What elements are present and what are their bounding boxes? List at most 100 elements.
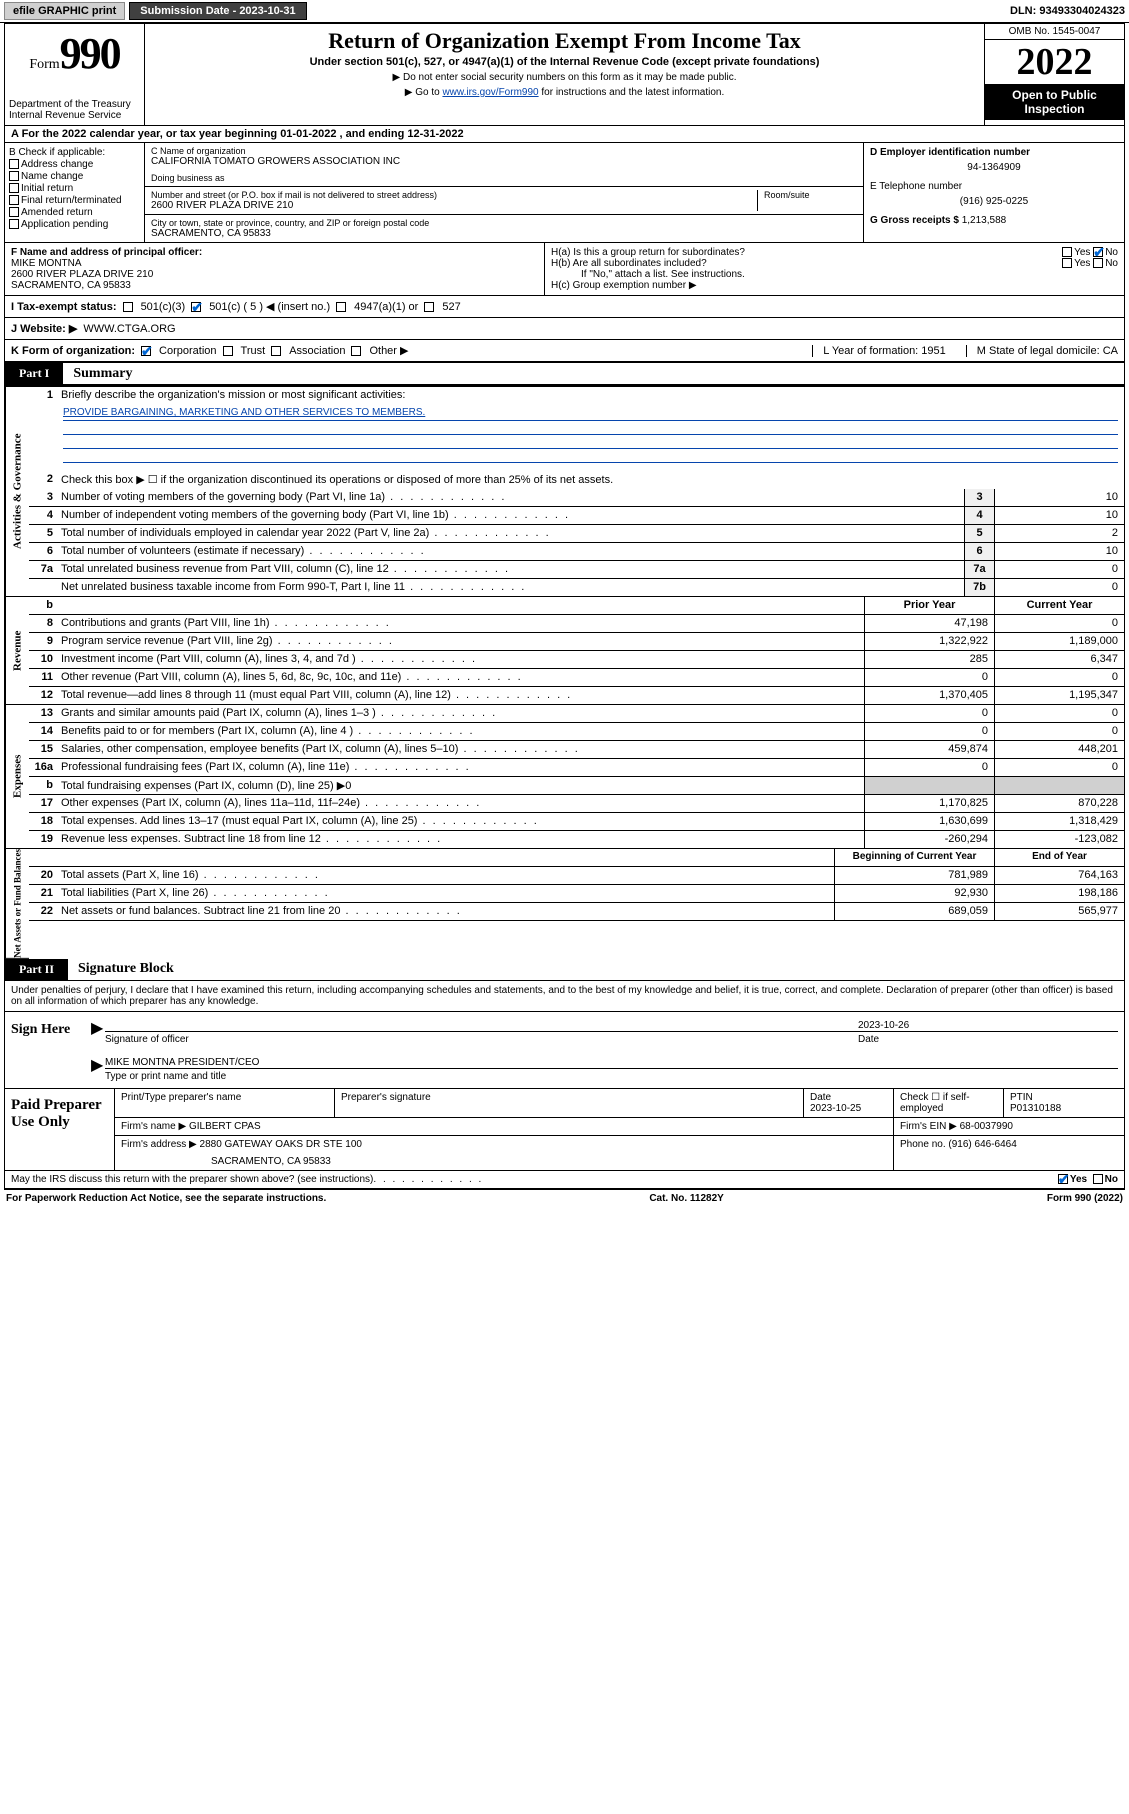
note2-pre: ▶ Go to [405,87,443,98]
line-17: 17 Other expenses (Part IX, column (A), … [29,795,1124,813]
discuss-row: May the IRS discuss this return with the… [5,1171,1124,1189]
efile-print-button[interactable]: efile GRAPHIC print [4,2,125,20]
irs-link[interactable]: www.irs.gov/Form990 [442,87,538,98]
hdr-end: End of Year [994,849,1124,866]
chk-discuss-yes[interactable] [1058,1174,1068,1184]
sign-here-row: Sign Here ▶ 2023-10-26 Signature of offi… [5,1012,1124,1089]
firm-addr1: 2880 GATEWAY OAKS DR STE 100 [200,1139,362,1150]
f-officer: F Name and address of principal officer:… [5,243,545,295]
chk-501c[interactable] [191,302,201,312]
b-label: B Check if applicable: [9,147,140,158]
h-sig: Preparer's signature [335,1089,804,1117]
top-toolbar: efile GRAPHIC print Submission Date - 20… [0,0,1129,23]
chk-trust[interactable] [223,346,233,356]
line-7b: Net unrelated business taxable income fr… [29,579,1124,597]
prep-date: Date2023-10-25 [804,1089,894,1117]
dept-treasury: Department of the Treasury Internal Reve… [9,99,140,121]
line-8: 8 Contributions and grants (Part VIII, l… [29,615,1124,633]
l-year-formation: L Year of formation: 1951 [812,345,946,357]
form-header: Form990 Department of the Treasury Inter… [5,24,1124,126]
caret-icon: ▶ [91,1055,105,1082]
sidelabel-ag: Activities & Governance [5,387,29,597]
line-16b: b Total fundraising expenses (Part IX, c… [29,777,1124,795]
chk-501c3[interactable] [123,302,133,312]
line-16a: 16a Professional fundraising fees (Part … [29,759,1124,777]
phone-val: (916) 925-0225 [870,196,1118,207]
open-to-public: Open to Public Inspection [985,84,1124,120]
form-title: Return of Organization Exempt From Incom… [151,28,978,54]
form-990-container: Form990 Department of the Treasury Inter… [4,23,1125,1190]
line-11: 11 Other revenue (Part VIII, column (A),… [29,669,1124,687]
name-title-label: Type or print name and title [105,1071,1118,1082]
f-name: MIKE MONTNA [11,258,538,269]
col-cde: C Name of organization CALIFORNIA TOMATO… [145,143,1124,242]
block-net-assets: Net Assets or Fund Balances Beginning of… [5,849,1124,959]
net-header-row: Beginning of Current Year End of Year [29,849,1124,867]
hdr-prior: Prior Year [864,597,994,614]
d-ein: D Employer identification number 94-1364… [870,147,1118,173]
rev-header-row: b Prior Year Current Year [29,597,1124,615]
part-ii-title: Signature Block [68,961,174,977]
row-i-tax-status: I Tax-exempt status: 501(c)(3) 501(c) ( … [5,296,1124,318]
h-group: H(a) Is this a group return for subordin… [545,243,1124,295]
gross-val: 1,213,588 [962,215,1007,226]
street-label: Number and street (or P.O. box if mail i… [151,190,757,200]
h-b-note: If "No," attach a list. See instructions… [551,269,1118,280]
line-5: 5 Total number of individuals employed i… [29,525,1124,543]
chk-corporation[interactable] [141,346,151,356]
caret-icon: ▶ [91,1018,105,1045]
form-word: Form [29,57,59,72]
chk-discuss-no[interactable] [1093,1174,1103,1184]
paperwork-notice: For Paperwork Reduction Act Notice, see … [6,1193,326,1204]
sign-here-label: Sign Here [5,1012,85,1088]
chk-527[interactable] [424,302,434,312]
footer-last: For Paperwork Reduction Act Notice, see … [0,1190,1129,1207]
sidelabel-rev: Revenue [5,597,29,705]
chk-name-change[interactable]: Name change [9,171,140,182]
note2-post: for instructions and the latest informat… [539,87,725,98]
line-10: 10 Investment income (Part VIII, column … [29,651,1124,669]
tax-year: 2022 [985,40,1124,84]
ein-val: 94-1364909 [870,162,1118,173]
chk-final-return[interactable]: Final return/terminated [9,195,140,206]
c-name: CALIFORNIA TOMATO GROWERS ASSOCIATION IN… [151,156,857,167]
part-ii-header: Part II Signature Block [5,959,1124,981]
firm-phone: (916) 646-6464 [948,1139,1016,1150]
line-18: 18 Total expenses. Add lines 13–17 (must… [29,813,1124,831]
chk-address-change[interactable]: Address change [9,159,140,170]
hdr-current: Current Year [994,597,1124,614]
chk-4947[interactable] [336,302,346,312]
ptin: PTINP01310188 [1004,1089,1124,1117]
city-row: City or town, state or province, country… [145,215,863,242]
firm-addr2: SACRAMENTO, CA 95833 [121,1156,887,1167]
line-12: 12 Total revenue—add lines 8 through 11 … [29,687,1124,705]
dba-label: Doing business as [151,173,857,183]
h-check: Check ☐ if self-employed [894,1089,1004,1117]
g-gross: G Gross receipts $ 1,213,588 [870,215,1118,226]
form-ref: Form 990 (2022) [1047,1193,1123,1204]
website-val: WWW.CTGA.ORG [83,323,175,335]
prep-line-1: Print/Type preparer's name Preparer's si… [115,1089,1124,1118]
chk-initial-return[interactable]: Initial return [9,183,140,194]
city-val: SACRAMENTO, CA 95833 [151,228,857,239]
omb-number: OMB No. 1545-0047 [985,24,1124,40]
sig-date-val: 2023-10-26 [858,1020,1118,1031]
org-name-row: C Name of organization CALIFORNIA TOMATO… [145,143,863,187]
form-990-num: 990 [60,29,120,78]
row-a-tax-year: A For the 2022 calendar year, or tax yea… [5,126,1124,143]
line-6: 6 Total number of volunteers (estimate i… [29,543,1124,561]
line-9: 9 Program service revenue (Part VIII, li… [29,633,1124,651]
prep-line-2: Firm's name ▶ GILBERT CPAS Firm's EIN ▶ … [115,1118,1124,1136]
f-addr2: SACRAMENTO, CA 95833 [11,280,538,291]
chk-other[interactable] [351,346,361,356]
line-14: 14 Benefits paid to or for members (Part… [29,723,1124,741]
chk-application-pending[interactable]: Application pending [9,219,140,230]
room-label: Room/suite [764,190,857,200]
street-val: 2600 RIVER PLAZA DRIVE 210 [151,200,757,211]
chk-association[interactable] [271,346,281,356]
submission-date-button[interactable]: Submission Date - 2023-10-31 [129,2,306,20]
line-20: 20 Total assets (Part X, line 16) 781,98… [29,867,1124,885]
chk-amended-return[interactable]: Amended return [9,207,140,218]
line-15: 15 Salaries, other compensation, employe… [29,741,1124,759]
paid-preparer-row: Paid Preparer Use Only Print/Type prepar… [5,1089,1124,1171]
